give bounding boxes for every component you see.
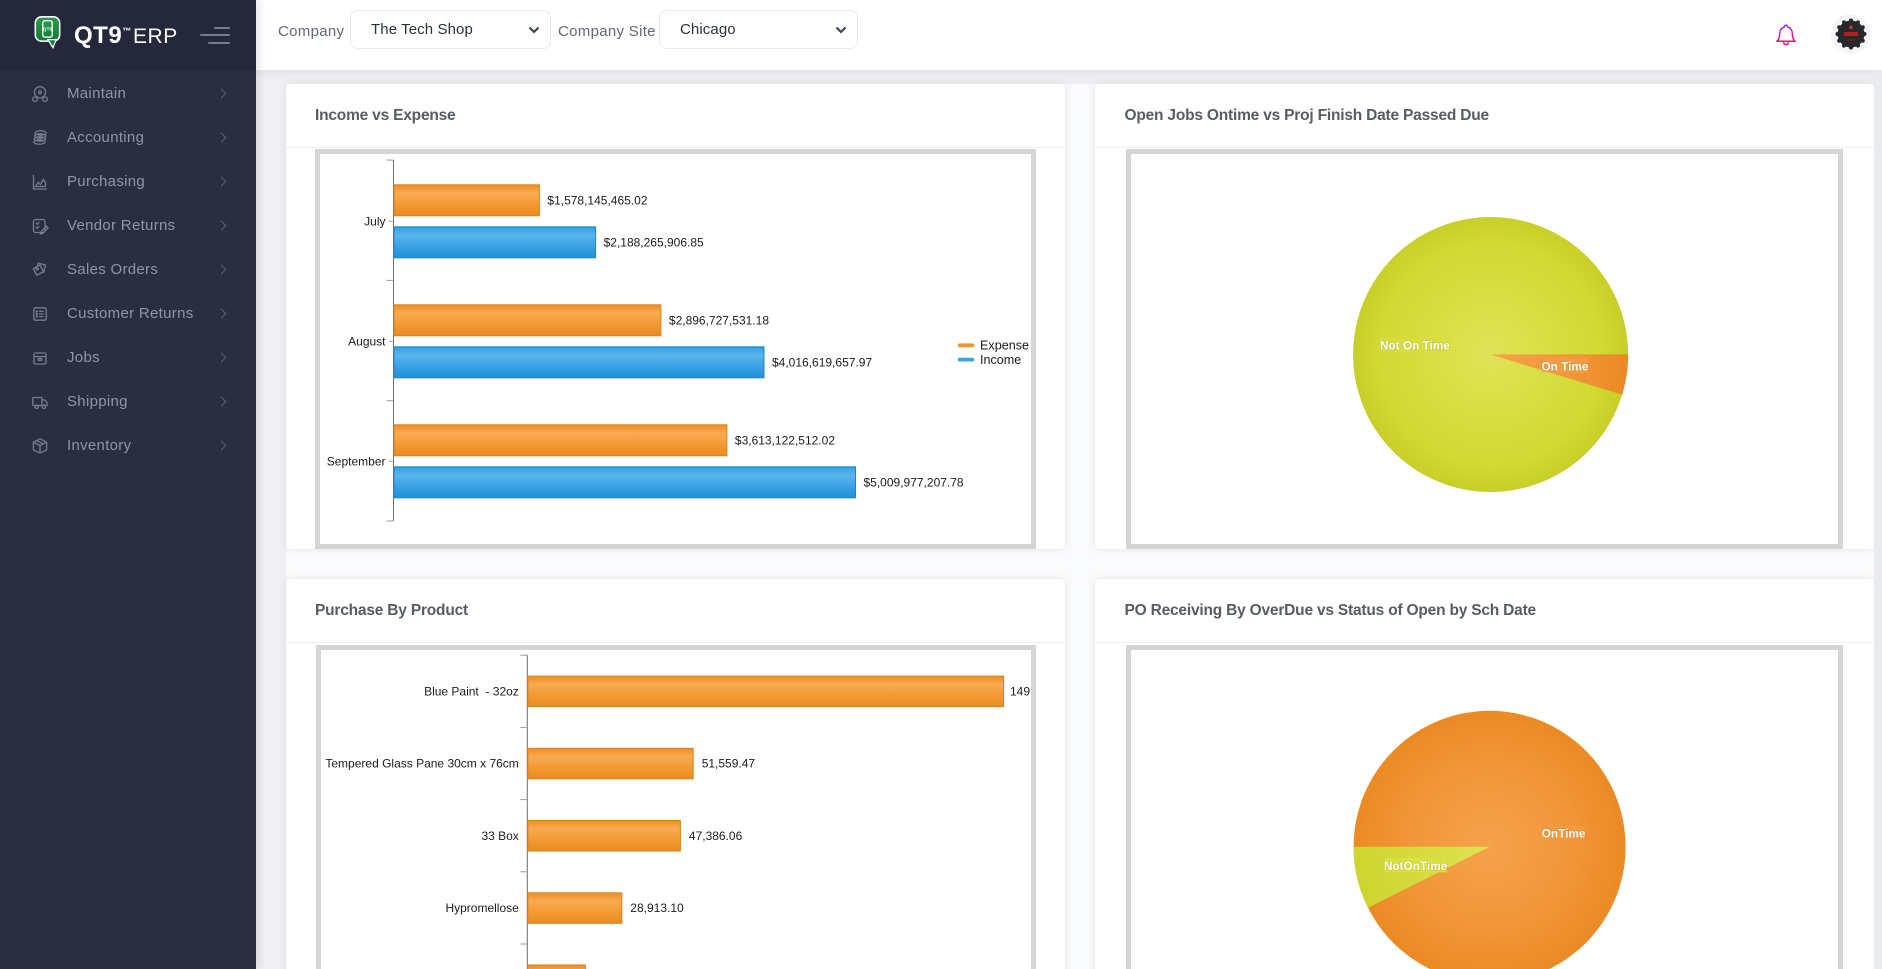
svg-text:$5,009,977,207.78: $5,009,977,207.78 (864, 475, 964, 489)
svg-text:August: August (348, 334, 386, 348)
svg-text:July: July (364, 214, 385, 228)
svg-text:$4,016,619,657.97: $4,016,619,657.97 (772, 355, 872, 369)
svg-text:$3,613,122,512.02: $3,613,122,512.02 (735, 433, 835, 447)
svg-text:33 Box: 33 Box (481, 829, 518, 843)
svg-text:Hypromellose: Hypromellose (445, 902, 519, 916)
svg-text:$1,578,145,465.02: $1,578,145,465.02 (548, 193, 648, 207)
svg-text:Tempered Glass Pane 30cm x 76c: Tempered Glass Pane 30cm x 76cm (325, 757, 518, 771)
svg-text:149,326.31: 149,326.31 (1010, 685, 1031, 699)
svg-text:$2,188,265,906.85: $2,188,265,906.85 (604, 235, 704, 249)
svg-text:NotOnTime: NotOnTime (1384, 859, 1448, 873)
svg-text:On Time: On Time (1541, 359, 1588, 373)
svg-text:$2,896,727,531.18: $2,896,727,531.18 (669, 313, 769, 327)
svg-text:OnTime: OnTime (1541, 827, 1585, 841)
svg-text:Income: Income (980, 353, 1021, 367)
svg-text:Expense: Expense (980, 338, 1029, 352)
svg-text:September: September (327, 454, 386, 468)
svg-text:QT9: QT9 (43, 27, 53, 32)
svg-text:51,559.47: 51,559.47 (701, 757, 755, 771)
svg-text:28,913.10: 28,913.10 (630, 902, 684, 916)
svg-text:47,386.06: 47,386.06 (688, 829, 742, 843)
svg-text:Blue Paint - 32oz: Blue Paint - 32oz (424, 685, 519, 699)
svg-text:Not On Time: Not On Time (1380, 338, 1450, 352)
